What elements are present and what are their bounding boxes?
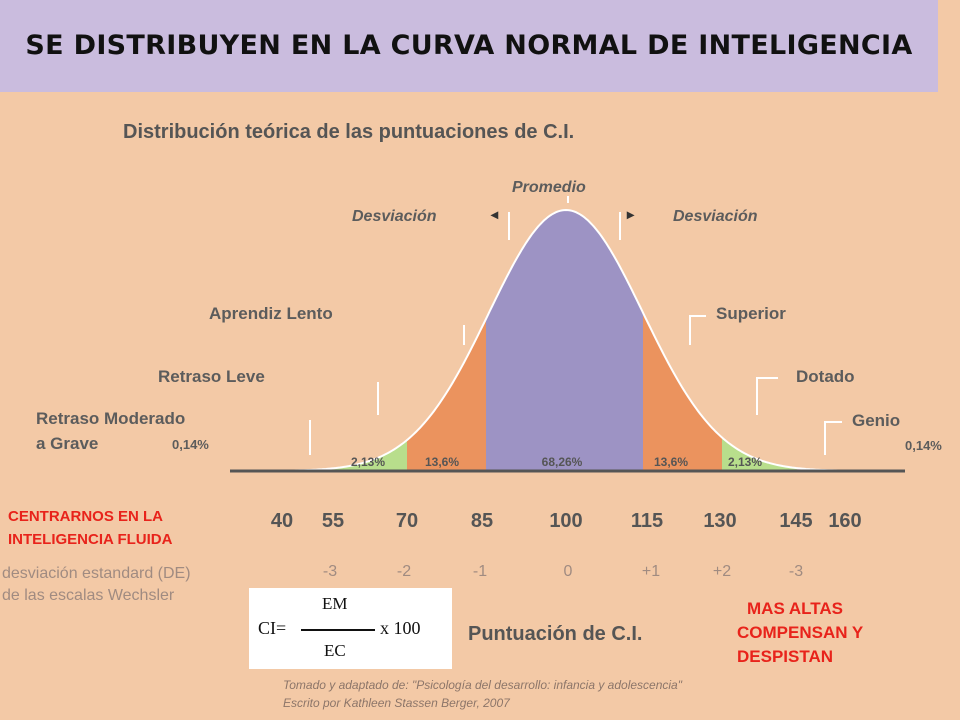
- source-citation: Tomado y adaptado de: "Psicología del de…: [283, 676, 682, 712]
- iq-tick-70: 70: [396, 510, 418, 532]
- formula-numerator: EM: [322, 594, 348, 613]
- note-left-line1: CENTRARNOS EN LA: [8, 508, 164, 525]
- band-outer-left: [332, 440, 407, 471]
- label-genio: Genio: [852, 411, 900, 430]
- sd-tick-plus3: -3: [789, 563, 803, 580]
- sd-tick-0: 0: [564, 563, 573, 580]
- iq-formula: CI= EM EC x 100: [249, 588, 452, 669]
- iq-tick-55: 55: [322, 510, 344, 532]
- title-banner: [0, 0, 938, 92]
- label-retraso-moderado-1: Retraso Moderado: [36, 409, 185, 428]
- iq-tick-145: 145: [779, 510, 812, 532]
- band-pct-inner-right: 13,6%: [654, 455, 688, 469]
- callout-lines: [309, 196, 842, 455]
- label-dotado: Dotado: [796, 367, 855, 386]
- note-right-line3: DESPISTAN: [737, 647, 834, 666]
- arrow-left-icon: ◂: [490, 206, 499, 222]
- note-higher-scores: MAS ALTAS COMPENSAN Y DESPISTAN: [737, 597, 947, 669]
- label-tail-right-pct: 0,14%: [905, 438, 942, 453]
- iq-tick-115: 115: [631, 510, 663, 532]
- label-desviacion-right: Desviación: [673, 208, 758, 225]
- note-left-line2: INTELIGENCIA FLUIDA: [8, 531, 173, 548]
- band-pct-outer-left: 2,13%: [351, 455, 385, 469]
- iq-tick-85: 85: [471, 510, 493, 532]
- sd-tick-minus1: -1: [473, 563, 487, 580]
- formula-ci: CI=: [258, 618, 287, 638]
- arrow-right-icon: ▸: [626, 206, 635, 222]
- formula-denominator: EC: [324, 641, 346, 660]
- sd-label-line2: de las escalas Wechsler: [2, 587, 175, 604]
- sd-tick-plus1: +1: [642, 563, 660, 580]
- band-inner-left: [407, 318, 486, 471]
- band-pct-inner-left: 13,6%: [425, 455, 459, 469]
- label-retraso-leve: Retraso Leve: [158, 367, 265, 386]
- x-axis-label: Puntuación de C.I.: [468, 623, 642, 645]
- band-outer-right: [722, 437, 797, 471]
- band-center: [486, 210, 643, 471]
- formula-fraction-bar: [301, 629, 375, 631]
- leader-dotado: [756, 377, 778, 415]
- sd-tick-plus2: +2: [713, 563, 731, 580]
- sd-tick-minus2: -2: [397, 563, 411, 580]
- label-aprendiz-lento: Aprendiz Lento: [209, 304, 333, 323]
- band-inner-right: [643, 312, 722, 471]
- page-title: SE DISTRIBUYEN EN LA CURVA NORMAL DE INT…: [25, 30, 913, 61]
- curve-outline: [240, 208, 894, 472]
- diagram-title: Distribución teórica de las puntuaciones…: [123, 121, 574, 143]
- band-pct-center: 68,26%: [542, 455, 583, 469]
- sd-label-line1: desviación estandard (DE): [2, 565, 191, 582]
- label-superior: Superior: [716, 304, 786, 323]
- label-desviacion-left: Desviación: [352, 208, 437, 225]
- source-line2: Escrito por Kathleen Stassen Berger, 200…: [283, 696, 510, 710]
- label-retraso-moderado-2: a Grave: [36, 434, 98, 453]
- label-tail-left-pct: 0,14%: [172, 437, 209, 452]
- iq-tick-160: 160: [828, 510, 861, 532]
- source-line1: Tomado y adaptado de: "Psicología del de…: [283, 678, 682, 692]
- band-pct-outer-right: 2,13%: [728, 455, 762, 469]
- iq-tick-100: 100: [549, 510, 582, 532]
- iq-tick-40: 40: [271, 510, 293, 532]
- note-right-line1: MAS ALTAS: [747, 599, 844, 618]
- label-promedio: Promedio: [512, 179, 586, 196]
- iq-tick-130: 130: [703, 510, 736, 532]
- formula-multiplier: x 100: [380, 618, 421, 638]
- note-fluid-intelligence: CENTRARNOS EN LA INTELIGENCIA FLUIDA: [8, 505, 258, 551]
- leader-genio: [824, 421, 842, 455]
- sd-tick-minus3: -3: [323, 563, 337, 580]
- note-right-line2: COMPENSAN Y: [737, 623, 864, 642]
- banner-edge: [938, 0, 960, 92]
- leader-superior: [689, 315, 706, 345]
